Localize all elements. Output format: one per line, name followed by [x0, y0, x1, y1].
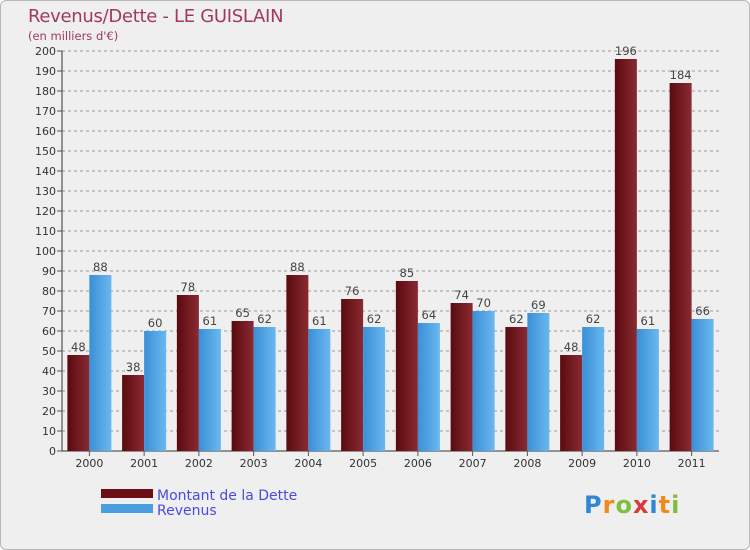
bar-revenus [691, 319, 714, 451]
data-label-revenus: 62 [257, 312, 272, 326]
bar-dette [286, 275, 309, 451]
data-label-dette: 74 [454, 288, 469, 302]
data-label-revenus: 69 [531, 298, 546, 312]
data-label-revenus: 61 [312, 314, 327, 328]
y-tick-label: 0 [49, 445, 56, 458]
bar-revenus [472, 311, 495, 451]
bar-dette [67, 355, 90, 451]
bar-revenus [144, 331, 167, 451]
bar-dette [560, 355, 583, 451]
y-tick-label: 140 [35, 165, 56, 178]
x-tick-label: 2000 [75, 457, 103, 470]
data-label-dette: 76 [345, 284, 360, 298]
legend-label: Revenus [157, 503, 217, 519]
y-tick-label: 100 [35, 245, 56, 258]
bar-revenus [363, 327, 386, 451]
y-tick-label: 80 [42, 285, 56, 298]
data-label-dette: 78 [181, 280, 196, 294]
bar-revenus [89, 275, 112, 451]
x-tick-label: 2001 [130, 457, 158, 470]
x-tick-label: 2003 [240, 457, 268, 470]
legend-label: Montant de la Dette [157, 488, 297, 504]
chart-title: Revenus/Dette - LE GUISLAIN [28, 6, 284, 27]
bar-dette [341, 299, 364, 451]
y-tick-label: 200 [35, 45, 56, 58]
y-tick-label: 30 [42, 385, 56, 398]
x-tick-label: 2011 [678, 457, 706, 470]
data-label-dette: 48 [71, 340, 86, 354]
y-tick-label: 70 [42, 305, 56, 318]
y-tick-label: 50 [42, 345, 56, 358]
data-label-dette: 196 [615, 44, 637, 58]
bar-revenus [636, 329, 659, 451]
y-tick-label: 160 [35, 125, 56, 138]
y-tick-label: 180 [35, 85, 56, 98]
bar-revenus [308, 329, 331, 451]
bar-revenus [253, 327, 276, 451]
bar-revenus [198, 329, 221, 451]
data-label-dette: 62 [509, 312, 524, 326]
x-tick-label: 2008 [513, 457, 541, 470]
data-label-revenus: 70 [476, 296, 491, 310]
x-tick-label: 2007 [459, 457, 487, 470]
bar-dette [395, 281, 418, 451]
data-label-revenus: 60 [148, 316, 163, 330]
data-label-dette: 65 [235, 306, 250, 320]
bar-revenus [417, 323, 440, 451]
x-tick-label: 2002 [185, 457, 213, 470]
data-label-revenus: 62 [367, 312, 382, 326]
x-tick-label: 2009 [568, 457, 596, 470]
bar-dette [231, 321, 254, 451]
bar-dette [505, 327, 528, 451]
y-tick-label: 190 [35, 65, 56, 78]
data-label-dette: 85 [400, 266, 415, 280]
y-tick-label: 20 [42, 405, 56, 418]
y-tick-label: 150 [35, 145, 56, 158]
proxiti-logo: Proxiti [584, 491, 681, 519]
y-tick-label: 130 [35, 185, 56, 198]
bar-dette [122, 375, 145, 451]
data-label-revenus: 62 [586, 312, 601, 326]
bar-dette [614, 59, 637, 451]
data-label-dette: 38 [126, 360, 141, 374]
data-label-revenus: 61 [203, 314, 218, 328]
bar-dette [669, 83, 692, 451]
chart-subtitle: (en milliers d'€) [28, 29, 119, 43]
y-tick-label: 40 [42, 365, 56, 378]
data-label-dette: 184 [670, 68, 692, 82]
y-tick-label: 60 [42, 325, 56, 338]
legend-swatch [101, 504, 153, 513]
x-tick-label: 2010 [623, 457, 651, 470]
bar-dette [450, 303, 473, 451]
data-label-revenus: 64 [422, 308, 437, 322]
bar-revenus [527, 313, 550, 451]
y-tick-label: 10 [42, 425, 56, 438]
data-label-revenus: 88 [93, 260, 108, 274]
data-label-revenus: 61 [641, 314, 656, 328]
y-tick-label: 170 [35, 105, 56, 118]
y-tick-label: 110 [35, 225, 56, 238]
y-tick-label: 90 [42, 265, 56, 278]
legend-swatch [101, 489, 153, 498]
y-tick-label: 120 [35, 205, 56, 218]
data-label-dette: 88 [290, 260, 305, 274]
x-tick-label: 2006 [404, 457, 432, 470]
data-label-revenus: 66 [695, 304, 710, 318]
data-label-dette: 48 [564, 340, 579, 354]
bar-dette [176, 295, 199, 451]
x-tick-label: 2005 [349, 457, 377, 470]
x-tick-label: 2004 [294, 457, 322, 470]
bar-revenus [582, 327, 605, 451]
